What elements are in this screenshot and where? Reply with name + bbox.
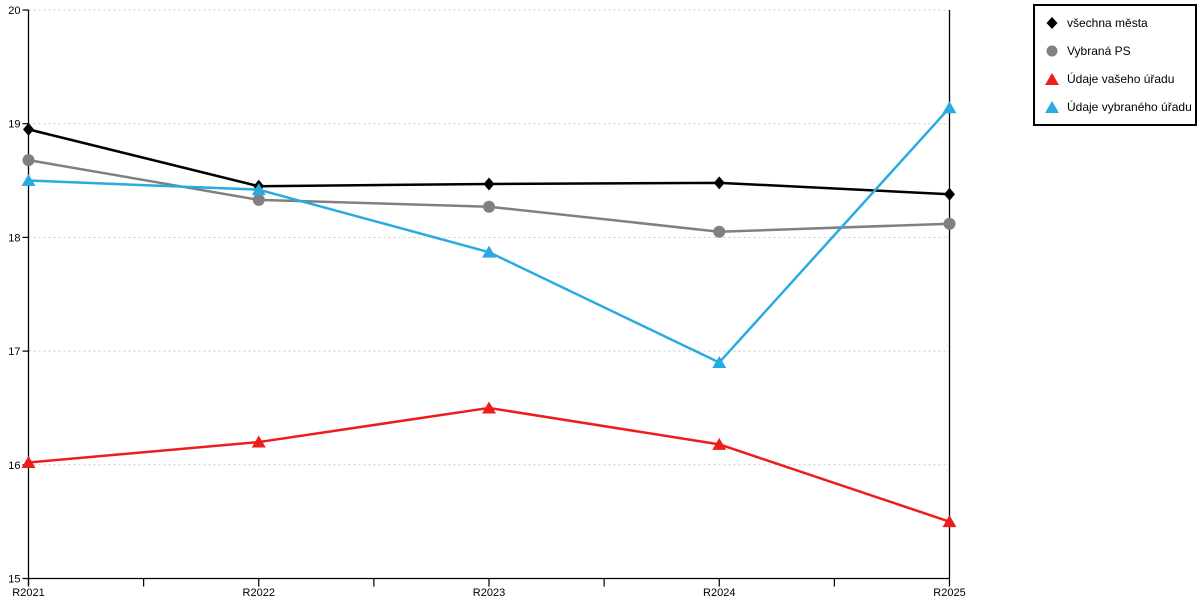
diamond-icon xyxy=(1046,17,1058,29)
legend-label: všechna města xyxy=(1067,16,1148,30)
legend-item: Údaje vybraného úřadu xyxy=(1044,93,1192,121)
series xyxy=(21,101,957,368)
legend-item: Údaje vašeho úřadu xyxy=(1044,65,1191,93)
x-tick-label: R2022 xyxy=(243,587,275,599)
triangle-marker xyxy=(482,401,496,414)
y-tick-label: 17 xyxy=(8,346,20,358)
series xyxy=(21,401,957,528)
legend-label: Vybraná PS xyxy=(1067,44,1131,58)
triangle-marker xyxy=(712,355,727,368)
series-line xyxy=(27,106,951,364)
triangle-marker xyxy=(21,174,36,187)
diamond-marker xyxy=(23,122,34,136)
triangle-marker xyxy=(21,456,36,469)
circle-icon xyxy=(1046,45,1058,57)
x-tick-label: R2023 xyxy=(473,587,505,599)
y-tick-label: 19 xyxy=(8,119,20,131)
legend-item: všechna města xyxy=(1044,9,1191,37)
legend-label: Údaje vašeho úřadu xyxy=(1067,72,1175,86)
series-line xyxy=(27,158,951,233)
legend-label: Údaje vybraného úřadu xyxy=(1067,100,1192,114)
triangle-marker xyxy=(251,183,266,196)
triangle-marker xyxy=(482,245,496,258)
diamond-marker xyxy=(944,187,955,201)
x-tick-label: R2024 xyxy=(703,587,735,599)
legend: všechna města Vybraná PS Údaje vašeho úřad… xyxy=(1033,4,1197,126)
x-tick-label: R2021 xyxy=(12,587,44,599)
circle-marker xyxy=(713,225,726,238)
y-tick-label: 18 xyxy=(8,232,20,244)
series xyxy=(23,122,955,201)
triangle-marker xyxy=(942,101,957,114)
diamond-marker xyxy=(483,177,495,191)
circle-marker xyxy=(943,217,956,230)
legend-item: Vybraná PS xyxy=(1044,37,1191,65)
x-tick-label: R2025 xyxy=(933,587,965,599)
series xyxy=(22,154,956,238)
circle-marker xyxy=(22,154,35,167)
triangle-icon xyxy=(1045,101,1059,113)
triangle-marker xyxy=(942,515,957,528)
circle-marker xyxy=(483,200,495,213)
y-tick-label: 20 xyxy=(8,5,20,17)
triangle-icon xyxy=(1045,73,1059,85)
y-tick-label: 16 xyxy=(8,460,20,472)
diamond-marker xyxy=(713,176,725,190)
triangle-marker xyxy=(251,435,266,448)
y-tick-label: 15 xyxy=(8,574,20,586)
circle-marker xyxy=(252,193,265,206)
triangle-marker xyxy=(712,437,727,450)
